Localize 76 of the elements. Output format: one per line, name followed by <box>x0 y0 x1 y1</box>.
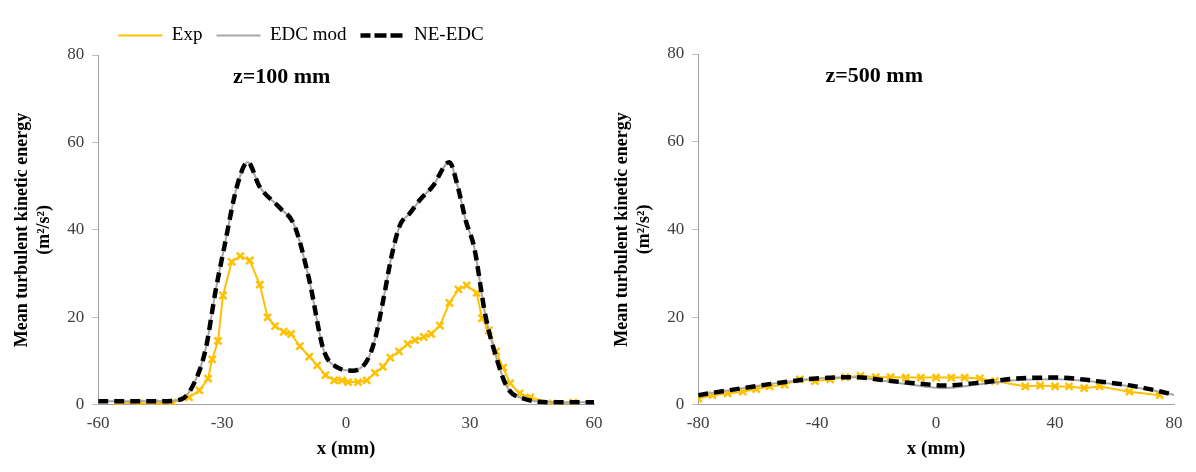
y-tick-label: 40 <box>67 219 85 239</box>
point <box>975 373 985 384</box>
y-tick-label: 80 <box>667 43 685 63</box>
point <box>270 321 280 331</box>
point <box>402 339 413 349</box>
y-axis-title: Mean turbulent kinetic energy (m²/s²) <box>11 112 55 348</box>
point <box>295 341 305 351</box>
x-tick-label: -60 <box>86 413 110 433</box>
point <box>353 377 363 387</box>
point <box>194 385 205 396</box>
point <box>418 332 429 342</box>
point <box>453 284 464 295</box>
point <box>304 351 315 362</box>
point <box>343 377 353 387</box>
point <box>900 372 911 383</box>
y-axis-title: Mean turbulent kinetic energy (m²/s²) <box>611 112 655 347</box>
point <box>370 368 380 378</box>
point <box>426 329 436 339</box>
x-tick-label: 40 <box>1046 413 1064 433</box>
point <box>378 361 388 372</box>
point <box>254 279 265 290</box>
point <box>959 372 970 383</box>
x-tick-label: 0 <box>341 413 351 433</box>
point <box>245 255 255 266</box>
y-tick-label: 40 <box>667 218 685 238</box>
point <box>931 372 941 383</box>
x-tick-label: -80 <box>686 413 710 433</box>
point <box>235 251 246 261</box>
x-tick-label: 0 <box>931 413 941 433</box>
x-axis-title: x (mm) <box>316 436 376 459</box>
legend-label: NE-EDC <box>413 23 484 45</box>
point <box>312 360 322 371</box>
x-tick-label: 80 <box>1165 413 1183 433</box>
legend-label: Exp <box>171 23 203 45</box>
point <box>916 372 926 383</box>
point <box>218 290 228 301</box>
y-tick-label: 20 <box>667 306 685 326</box>
x-tick-label: 60 <box>585 413 603 433</box>
y-tick-label: 60 <box>67 131 85 151</box>
x-tick-label: -40 <box>805 413 829 433</box>
point <box>1079 383 1089 393</box>
y-tick-label: 20 <box>67 306 85 326</box>
annotation: z=100 mm <box>232 62 331 88</box>
point <box>385 352 396 363</box>
y-tick-label: 0 <box>75 394 85 414</box>
point <box>203 373 213 384</box>
x-axis-title: x (mm) <box>906 436 966 459</box>
point <box>337 375 347 386</box>
point <box>1035 380 1045 391</box>
point <box>946 372 957 383</box>
point <box>461 280 472 291</box>
point <box>329 375 339 386</box>
point <box>1124 386 1135 397</box>
y-tick-label: 0 <box>675 394 685 414</box>
point <box>207 354 218 365</box>
point <box>505 378 515 389</box>
point <box>320 370 331 380</box>
point <box>278 326 289 337</box>
point <box>435 320 445 331</box>
point <box>286 329 296 339</box>
point <box>213 336 223 346</box>
point <box>394 346 404 357</box>
point <box>1020 381 1031 392</box>
legend-label: EDC mod <box>269 23 347 45</box>
y-tick-label: 60 <box>667 131 685 151</box>
point <box>410 335 420 345</box>
y-tick-label: 80 <box>67 44 85 64</box>
point <box>262 312 273 323</box>
point <box>226 257 237 267</box>
point <box>361 375 372 386</box>
x-tick-label: -30 <box>210 413 234 433</box>
annotation: z=500 mm <box>825 61 923 87</box>
point <box>1050 381 1060 392</box>
point <box>444 298 455 308</box>
point <box>1064 381 1074 392</box>
x-tick-label: 30 <box>461 413 479 433</box>
